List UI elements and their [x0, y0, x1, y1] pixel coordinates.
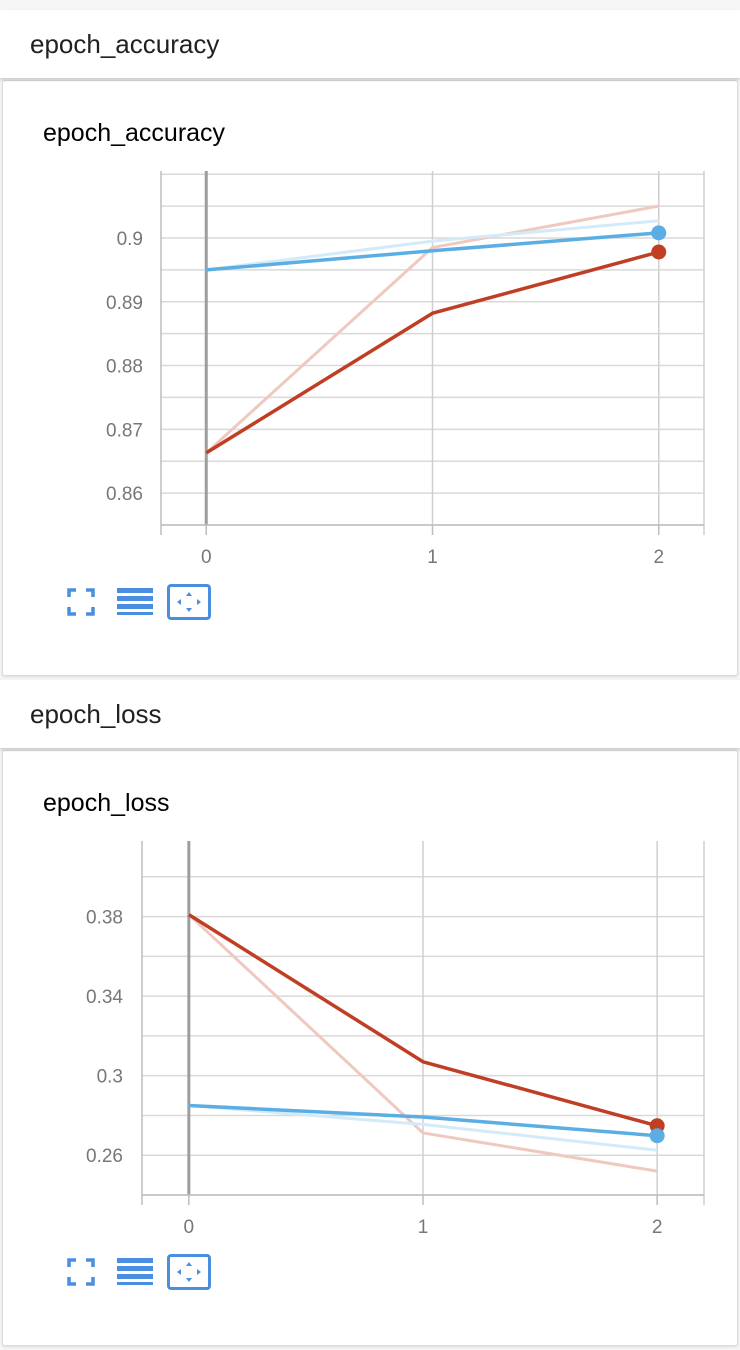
fit-domain-icon — [177, 1262, 201, 1282]
x-tick-label: 1 — [427, 547, 438, 568]
chart-title: epoch_accuracy — [43, 119, 226, 147]
series-line-raw[interactable] — [206, 219, 659, 272]
y-tick-label: 0.34 — [86, 987, 123, 1008]
chart-toolbar — [59, 1253, 221, 1291]
series-last-point[interactable] — [651, 244, 667, 260]
fullscreen-icon — [67, 1258, 95, 1286]
chart-toolbar — [59, 583, 221, 621]
x-tick-label: 1 — [418, 1217, 429, 1238]
series-last-point[interactable] — [651, 225, 667, 241]
fullscreen-button[interactable] — [59, 1253, 103, 1291]
y-tick-label: 0.87 — [106, 420, 143, 441]
accuracy-chart[interactable]: 0.86 0.87 0.88 0.89 0.9 0 1 2 — [3, 81, 737, 601]
section-header-title: epoch_loss — [30, 698, 162, 729]
grid — [160, 171, 705, 535]
series-line-smoothed[interactable] — [188, 1103, 658, 1138]
toggle-legend-button[interactable] — [113, 583, 157, 621]
section-header-loss[interactable]: epoch_loss — [0, 680, 740, 748]
y-tick-label: 0.26 — [86, 1146, 123, 1167]
y-tick-label: 0.89 — [106, 293, 143, 314]
section-header-accuracy[interactable]: epoch_accuracy — [0, 10, 740, 78]
loss-chart[interactable]: 0.26 0.3 0.34 0.38 0 1 2 — [3, 751, 737, 1271]
series-line-smoothed[interactable] — [187, 913, 658, 1128]
x-tick-label: 2 — [652, 1217, 663, 1238]
fit-domain-icon — [177, 592, 201, 612]
fit-domain-button[interactable] — [167, 584, 211, 620]
section-header-title: epoch_accuracy — [30, 28, 220, 59]
y-tick-label: 0.38 — [86, 908, 123, 929]
fullscreen-button[interactable] — [59, 583, 103, 621]
series-line-raw[interactable] — [188, 1104, 658, 1152]
series-line-raw[interactable] — [187, 913, 658, 1173]
toggle-legend-button[interactable] — [113, 1253, 157, 1291]
list-icon — [117, 588, 153, 615]
x-tick-label: 2 — [653, 547, 664, 568]
chart-card-loss: epoch_loss 0.26 0.3 0.34 0.38 0 1 2 — [2, 750, 738, 1346]
series-line-raw[interactable] — [205, 204, 660, 455]
y-tick-label: 0.86 — [106, 484, 143, 505]
fit-domain-button[interactable] — [167, 1254, 211, 1290]
series-last-point[interactable] — [649, 1128, 665, 1144]
series-line-smoothed[interactable] — [205, 250, 660, 455]
chart-card-accuracy: epoch_accuracy 0.86 0.87 0.88 0.89 0.9 0 1 2 — [2, 80, 738, 676]
fullscreen-icon — [67, 588, 95, 616]
y-tick-label: 0.88 — [106, 357, 143, 378]
x-tick-label: 0 — [184, 1217, 195, 1238]
list-icon — [117, 1258, 153, 1285]
x-tick-label: 0 — [201, 547, 212, 568]
chart-title: epoch_loss — [43, 789, 170, 817]
y-tick-label: 0.9 — [117, 229, 143, 250]
grid — [141, 841, 705, 1205]
y-tick-label: 0.3 — [97, 1067, 123, 1088]
series-line-smoothed[interactable] — [206, 231, 659, 272]
